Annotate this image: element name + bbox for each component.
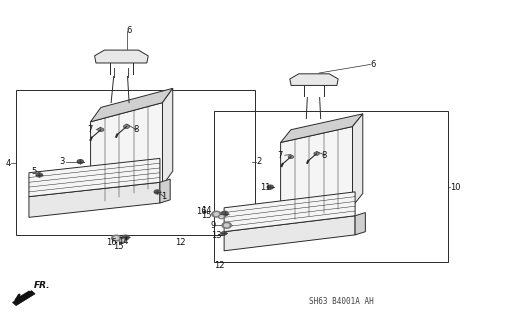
Circle shape <box>221 232 227 235</box>
Polygon shape <box>355 212 365 235</box>
Polygon shape <box>162 88 173 186</box>
Text: 7: 7 <box>277 151 282 160</box>
Polygon shape <box>224 216 355 251</box>
Polygon shape <box>91 103 162 204</box>
Circle shape <box>225 224 229 227</box>
Polygon shape <box>224 192 355 232</box>
Text: 2: 2 <box>256 157 262 166</box>
Circle shape <box>122 235 129 240</box>
Polygon shape <box>29 158 160 197</box>
Text: 11: 11 <box>260 183 270 192</box>
Text: 6: 6 <box>370 60 376 69</box>
Circle shape <box>112 235 121 241</box>
Circle shape <box>288 155 294 158</box>
Text: 9: 9 <box>210 221 215 230</box>
Text: 5: 5 <box>31 167 37 176</box>
Circle shape <box>124 124 130 128</box>
Text: 7: 7 <box>87 125 92 134</box>
Polygon shape <box>290 74 338 85</box>
Circle shape <box>114 236 118 239</box>
Polygon shape <box>29 182 160 217</box>
Circle shape <box>212 211 221 217</box>
Polygon shape <box>12 291 35 306</box>
Text: 13: 13 <box>211 231 222 240</box>
Circle shape <box>267 185 273 189</box>
Polygon shape <box>91 88 173 122</box>
Circle shape <box>77 160 83 164</box>
Text: 16: 16 <box>106 238 116 247</box>
Circle shape <box>36 173 42 177</box>
Polygon shape <box>353 114 363 206</box>
Polygon shape <box>160 179 170 203</box>
Circle shape <box>154 190 161 194</box>
Circle shape <box>221 211 228 216</box>
Circle shape <box>220 216 223 218</box>
Text: 14: 14 <box>118 237 128 246</box>
Text: 1: 1 <box>161 192 166 201</box>
Polygon shape <box>95 50 148 63</box>
Polygon shape <box>281 126 353 222</box>
Circle shape <box>214 213 219 216</box>
Text: 12: 12 <box>214 261 225 270</box>
Text: 8: 8 <box>322 151 327 160</box>
Polygon shape <box>281 114 363 142</box>
Text: 4: 4 <box>6 159 11 168</box>
Text: 12: 12 <box>175 238 186 247</box>
Circle shape <box>218 215 225 219</box>
Text: 15: 15 <box>201 211 212 220</box>
Circle shape <box>314 152 319 155</box>
Text: 6: 6 <box>127 27 132 36</box>
Text: FR.: FR. <box>34 281 50 290</box>
Text: SH63 B4001A AH: SH63 B4001A AH <box>309 297 373 306</box>
Circle shape <box>121 240 124 242</box>
Text: 16: 16 <box>196 207 207 216</box>
Circle shape <box>119 239 126 243</box>
Circle shape <box>222 222 231 228</box>
Text: 3: 3 <box>60 157 65 166</box>
Text: 15: 15 <box>113 242 123 251</box>
Circle shape <box>98 128 104 132</box>
Text: 14: 14 <box>201 206 212 215</box>
Text: 10: 10 <box>450 183 460 192</box>
Text: 8: 8 <box>133 125 139 134</box>
